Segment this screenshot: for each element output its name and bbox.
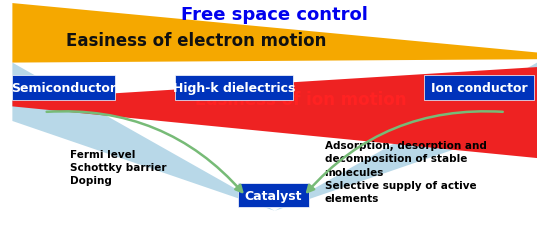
FancyBboxPatch shape — [175, 76, 293, 100]
Text: Semiconductor: Semiconductor — [11, 81, 116, 94]
Polygon shape — [275, 63, 537, 211]
Text: Easiness of ion motion: Easiness of ion motion — [195, 90, 407, 108]
Text: Free space control: Free space control — [181, 6, 368, 24]
Polygon shape — [12, 4, 537, 63]
Polygon shape — [12, 68, 537, 158]
Text: Fermi level
Schottky barrier
Doping: Fermi level Schottky barrier Doping — [70, 149, 167, 185]
FancyBboxPatch shape — [238, 183, 309, 207]
FancyBboxPatch shape — [12, 76, 114, 100]
Text: High-k dielectrics: High-k dielectrics — [173, 81, 295, 94]
Text: Catalyst: Catalyst — [245, 189, 302, 202]
FancyBboxPatch shape — [424, 76, 535, 100]
Text: Easiness of electron motion: Easiness of electron motion — [66, 32, 326, 50]
Text: Adsorption, desorption and
decomposition of stable
molecules
Selective supply of: Adsorption, desorption and decomposition… — [325, 140, 487, 203]
Text: Ion conductor: Ion conductor — [431, 81, 528, 94]
Polygon shape — [12, 63, 275, 211]
